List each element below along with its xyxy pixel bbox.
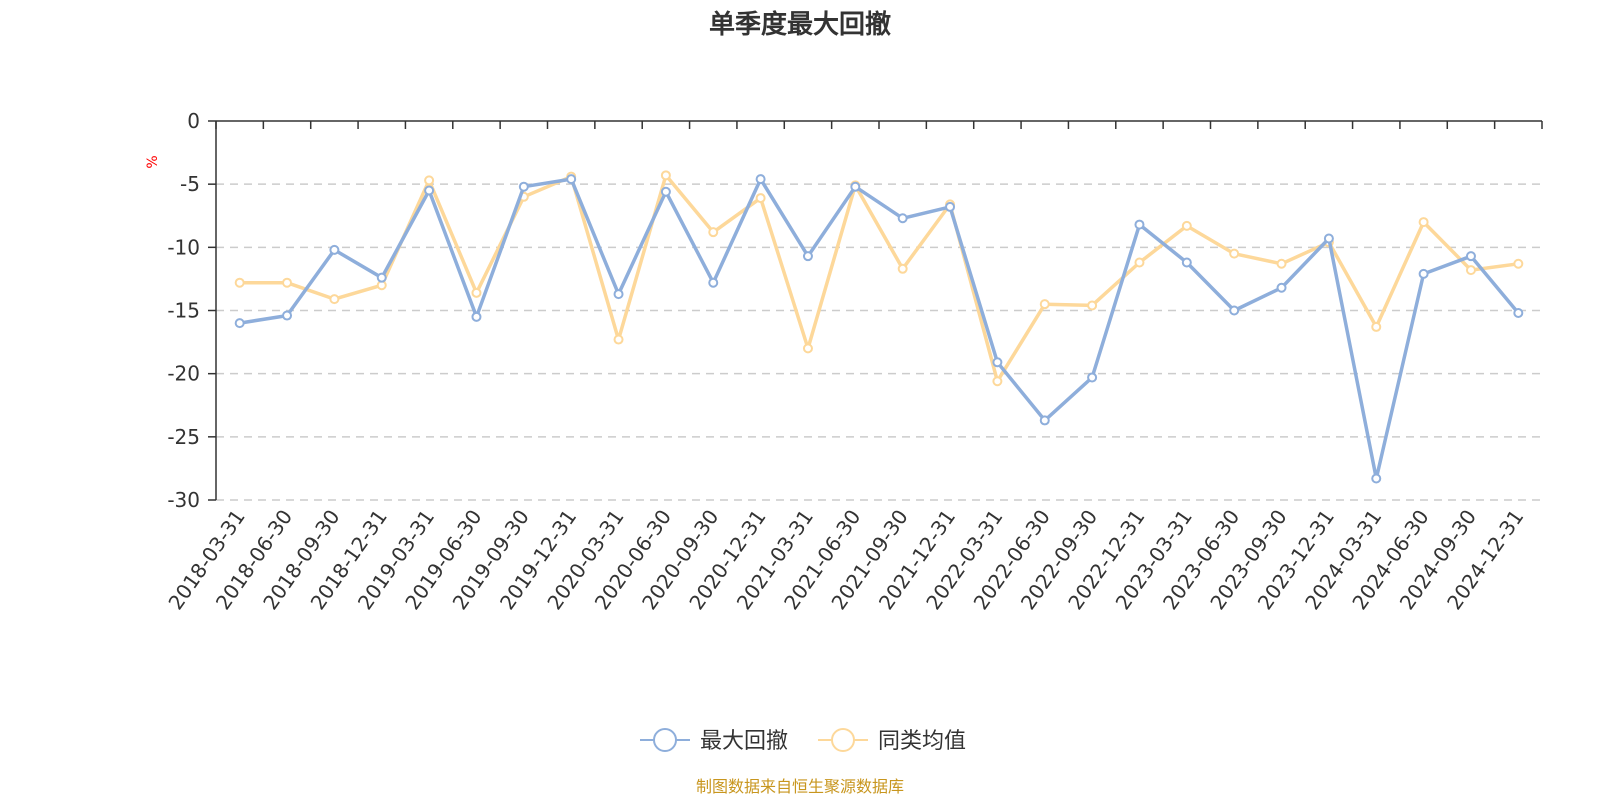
data-point [1276, 282, 1287, 293]
data-point [992, 357, 1003, 368]
data-point [1134, 219, 1145, 230]
data-point [660, 186, 671, 197]
data-point [471, 311, 482, 322]
data-point [471, 287, 482, 298]
data-point [755, 174, 766, 185]
y-tick-labels: 0 -5 -10 -15 -20 -25 -30 [167, 109, 200, 512]
data-point [1371, 473, 1382, 484]
data-point [802, 343, 813, 354]
y-tick-label: -5 [180, 172, 200, 196]
series-line [239, 177, 1520, 481]
data-point [1229, 305, 1240, 316]
data-point [234, 277, 245, 288]
data-point [1134, 257, 1145, 268]
data-point [329, 294, 340, 305]
data-point [566, 174, 577, 185]
legend-label: 最大回撤 [700, 729, 788, 754]
data-point [1087, 300, 1098, 311]
data-point [992, 376, 1003, 387]
series-peer-average [234, 170, 1524, 387]
data-point [897, 263, 908, 274]
legend[interactable]: 最大回撤 同类均值 [640, 728, 966, 754]
data-point [660, 170, 671, 181]
data-point [1039, 299, 1050, 310]
series-line [239, 173, 1519, 383]
data-point [708, 227, 719, 238]
data-point [1276, 258, 1287, 269]
data-point [1371, 321, 1382, 332]
data-point [1465, 265, 1476, 276]
y-tick-label: -10 [167, 235, 200, 259]
legend-marker [653, 728, 677, 752]
series-lines [234, 170, 1524, 484]
data-point [1513, 258, 1524, 269]
grid-lines [216, 183, 1542, 501]
data-point [1418, 268, 1429, 279]
legend-item[interactable]: 最大回撤 [640, 728, 788, 754]
data-point [424, 175, 435, 186]
data-point [613, 334, 624, 345]
data-point [1418, 217, 1429, 228]
data-point [518, 181, 529, 192]
data-point [1087, 372, 1098, 383]
x-tick-labels: 2018-03-312018-06-302018-09-302018-12-31… [163, 505, 1528, 614]
data-point [850, 181, 861, 192]
data-point [1513, 308, 1524, 319]
data-point [282, 310, 293, 321]
data-point [1039, 415, 1050, 426]
y-tick-label: -15 [167, 299, 200, 323]
legend-label: 同类均值 [878, 729, 966, 754]
data-point [802, 251, 813, 262]
series-max-drawdown [234, 174, 1524, 484]
legend-marker [831, 728, 855, 752]
data-point [376, 272, 387, 283]
y-axis-unit: % [145, 155, 161, 168]
chart-title: 单季度最大回撤 [709, 9, 891, 40]
data-point [1323, 233, 1334, 244]
y-tick-label: -20 [167, 362, 200, 386]
axes [208, 120, 1543, 501]
data-point [1181, 257, 1192, 268]
y-tick-label: -30 [167, 488, 200, 512]
data-point [329, 244, 340, 255]
data-point [424, 185, 435, 196]
data-point [234, 318, 245, 329]
data-point [1181, 220, 1192, 231]
data-point [282, 277, 293, 288]
legend-item[interactable]: 同类均值 [818, 728, 966, 754]
data-point [708, 277, 719, 288]
data-point [897, 213, 908, 224]
data-point [755, 193, 766, 204]
data-source-note: 制图数据来自恒生聚源数据库 [696, 777, 904, 796]
y-tick-label: -25 [167, 425, 200, 449]
data-point [945, 201, 956, 212]
data-point [1229, 248, 1240, 259]
y-tick-label: 0 [187, 109, 200, 133]
data-point [613, 289, 624, 300]
data-point [1465, 251, 1476, 262]
